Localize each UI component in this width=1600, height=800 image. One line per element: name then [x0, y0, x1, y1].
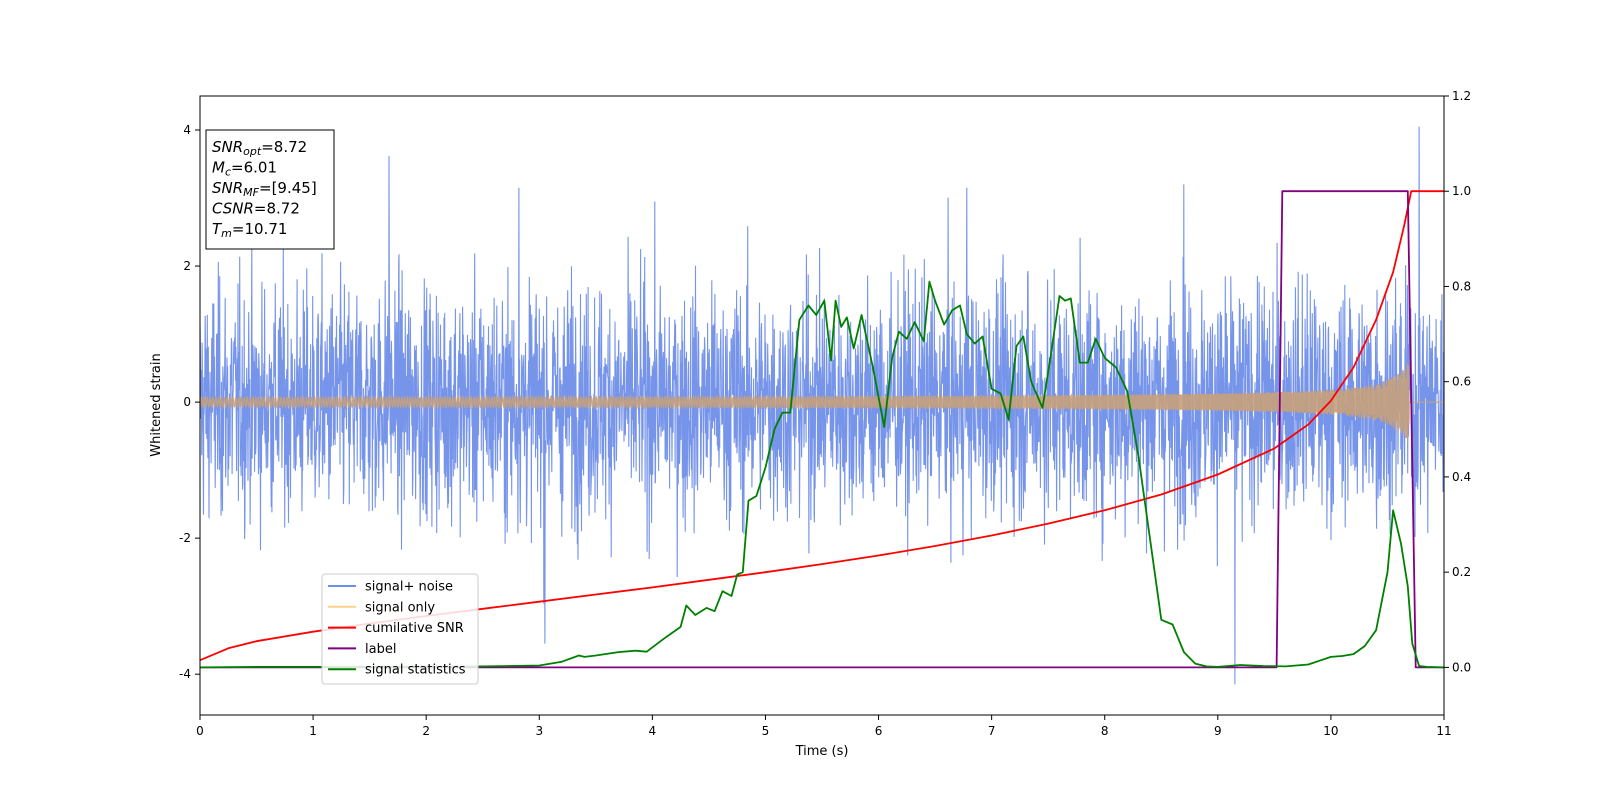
x-tick-label: 1 — [309, 724, 317, 738]
y-axis-label: Whitened strain — [149, 353, 164, 456]
y-right-tick-label: 0.8 — [1452, 279, 1471, 293]
series-label-line — [200, 190, 1444, 669]
y-left-tick-label: 2 — [183, 259, 191, 273]
annotation-line: SNRopt=8.72 — [212, 138, 307, 158]
x-tick-label: 5 — [762, 724, 770, 738]
y-left-tick-label: -2 — [179, 531, 191, 545]
plot-frame — [199, 95, 1445, 716]
y-left-tick-label: -4 — [179, 667, 191, 681]
x-tick-label: 11 — [1436, 724, 1451, 738]
series-signal-statistics-line — [200, 280, 1444, 669]
x-tick-label: 2 — [422, 724, 430, 738]
x-tick-label: 6 — [875, 724, 883, 738]
annotation-line: Tm=10.71 — [212, 220, 287, 240]
legend-label: cumilative SNR — [365, 621, 464, 636]
axes-layer: 0 1 2 3 4 5 6 7 8 9 10 11 -4 -2 0 2 4 0.0 0.2 0.4 0.6 0.8 1.0 1… — [179, 89, 1471, 738]
series-signal-plus-noise-line — [200, 126, 1444, 685]
annotation-line: Mc=6.01 — [212, 159, 277, 179]
annotation-frame — [205, 129, 335, 250]
x-tick-label: 4 — [649, 724, 657, 738]
y-right-tick-label: 1.2 — [1452, 89, 1471, 103]
y-right-tick-label: 0.6 — [1452, 375, 1471, 389]
x-tick-label: 7 — [988, 724, 996, 738]
legend-label: signal+ noise — [365, 580, 453, 595]
legend-label: signal only — [365, 600, 435, 615]
y-right-tick-label: 0.0 — [1452, 660, 1471, 674]
y-right-tick-label: 1.0 — [1452, 184, 1471, 198]
x-tick-label: 10 — [1323, 724, 1338, 738]
legend-frame — [321, 573, 479, 685]
x-tick-label: 9 — [1214, 724, 1222, 738]
y-left-tick-label: 4 — [183, 123, 191, 137]
legend: signal+ noise signal only cumilative SNR la… — [321, 573, 479, 685]
series-signal-only-line — [200, 363, 1444, 442]
x-tick-label: 3 — [535, 724, 543, 738]
x-tick-label: 8 — [1101, 724, 1109, 738]
y-right-tick-label: 0.2 — [1452, 565, 1471, 579]
x-tick-label: 0 — [196, 724, 204, 738]
y-right-tick-label: 0.4 — [1452, 470, 1471, 484]
x-axis-label: Time (s) — [795, 744, 849, 759]
legend-label: label — [365, 642, 396, 657]
annotation-line: CSNR=8.72 — [212, 200, 300, 218]
y-left-tick-label: 0 — [183, 395, 191, 409]
legend-label: signal statistics — [365, 663, 466, 678]
annotation-line: SNRMF=[9.45] — [212, 179, 317, 199]
